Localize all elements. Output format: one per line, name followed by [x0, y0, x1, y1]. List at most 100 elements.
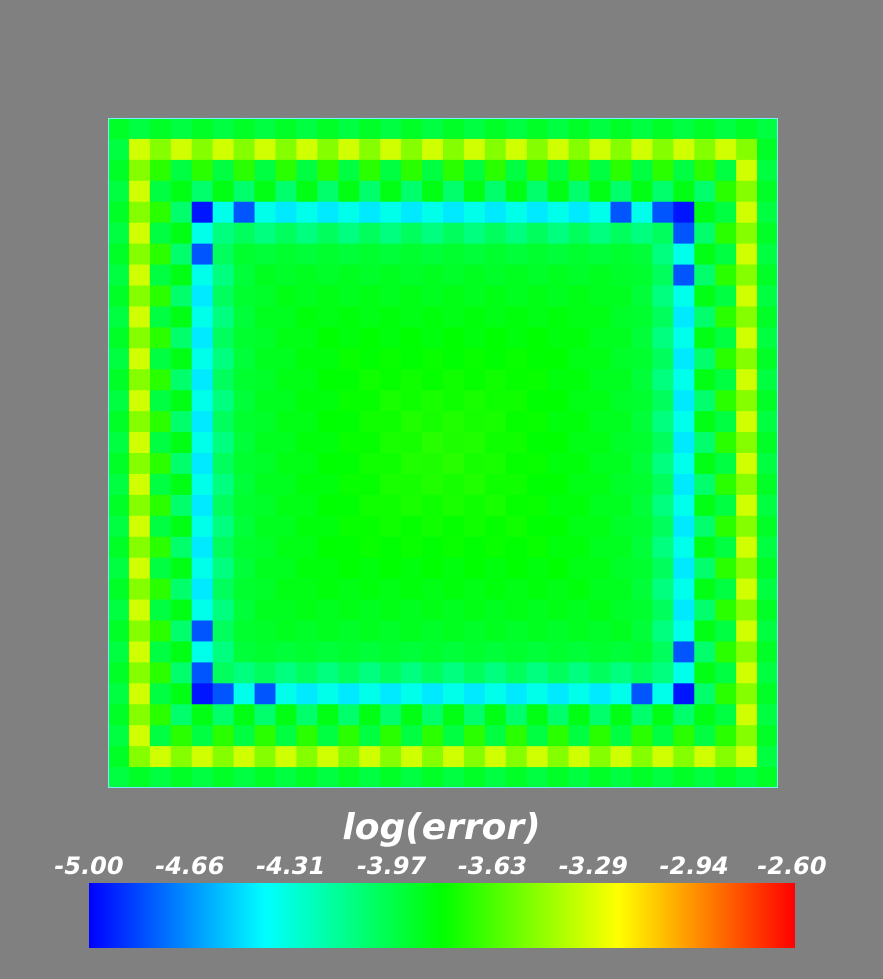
heatmap-cell: [505, 704, 528, 726]
heatmap-cell: [568, 662, 591, 684]
heatmap-cell: [757, 683, 778, 705]
heatmap-cell: [254, 767, 277, 788]
heatmap-cell: [463, 578, 486, 601]
heatmap-cell: [652, 620, 674, 643]
heatmap-cell: [505, 264, 528, 287]
heatmap-cell: [484, 746, 507, 768]
heatmap-cell: [463, 180, 486, 203]
heatmap-cell: [652, 180, 674, 203]
heatmap-cell: [422, 222, 444, 245]
heatmap-cell: [652, 662, 674, 684]
heatmap-cell: [736, 683, 758, 705]
heatmap-cell: [505, 348, 528, 370]
heatmap-cell: [108, 180, 130, 203]
heatmap-cell: [149, 180, 172, 203]
heatmap-cell: [149, 704, 172, 726]
heatmap-cell: [631, 683, 653, 705]
heatmap-cell: [631, 473, 653, 496]
heatmap-cell: [275, 641, 298, 663]
heatmap-cell: [652, 578, 674, 601]
heatmap-cell: [338, 285, 360, 308]
heatmap-cell: [401, 704, 423, 726]
heatmap-cell: [108, 243, 130, 266]
heatmap-cell: [212, 348, 235, 370]
heatmap-cell: [631, 327, 653, 349]
heatmap-cell: [757, 222, 778, 245]
heatmap-cell: [673, 746, 695, 768]
heatmap-cell: [359, 620, 381, 643]
heatmap-cell: [589, 180, 612, 203]
heatmap-cell: [505, 453, 528, 475]
heatmap-cell: [191, 369, 214, 391]
heatmap-cell: [338, 515, 360, 538]
heatmap-cell: [275, 536, 298, 559]
heatmap-cell: [715, 264, 737, 287]
heatmap-cell: [694, 348, 716, 370]
heatmap-cell: [296, 222, 318, 245]
heatmap-cell: [715, 473, 737, 496]
heatmap-cell: [108, 306, 130, 328]
heatmap-cell: [108, 327, 130, 349]
heatmap-cell: [505, 327, 528, 349]
heatmap-cell: [736, 138, 758, 161]
heatmap-cell: [401, 767, 423, 788]
heatmap-cell: [736, 641, 758, 663]
heatmap-cell: [359, 390, 381, 412]
heatmap-cell: [170, 327, 193, 349]
heatmap-cell: [547, 159, 570, 182]
heatmap-cell: [568, 180, 591, 203]
heatmap-cell: [254, 159, 277, 182]
heatmap-cell: [254, 536, 277, 559]
heatmap-cell: [233, 746, 256, 768]
heatmap-cell: [443, 138, 465, 161]
heatmap-cell: [568, 515, 591, 538]
heatmap-cell: [275, 285, 298, 308]
heatmap-cell: [568, 494, 591, 517]
heatmap-cell: [212, 578, 235, 601]
heatmap-cell: [484, 411, 507, 433]
heatmap-cell: [715, 369, 737, 391]
heatmap-cell: [317, 369, 339, 391]
heatmap-cell: [422, 725, 444, 747]
heatmap-cell: [463, 264, 486, 287]
heatmap-cell: [254, 118, 277, 140]
heatmap-cell: [694, 599, 716, 622]
heatmap-cell: [212, 599, 235, 622]
heatmap-cell: [191, 620, 214, 643]
heatmap-cell: [568, 473, 591, 496]
heatmap-cell: [673, 453, 695, 475]
heatmap-cell: [757, 264, 778, 287]
heatmap-cell: [526, 306, 549, 328]
heatmap-cell: [108, 683, 130, 705]
heatmap-cell: [526, 222, 549, 245]
heatmap-cell: [338, 327, 360, 349]
heatmap-cell: [338, 453, 360, 475]
heatmap-cell: [296, 725, 318, 747]
heatmap-cell: [338, 243, 360, 266]
heatmap-cell: [296, 746, 318, 768]
heatmap-cell: [296, 264, 318, 287]
heatmap-cell: [191, 222, 214, 245]
heatmap-cell: [673, 515, 695, 538]
heatmap-cell: [170, 306, 193, 328]
heatmap-cell: [610, 599, 633, 622]
heatmap-cell: [233, 390, 256, 412]
heatmap-cell: [296, 118, 318, 140]
heatmap-cell: [526, 159, 549, 182]
heatmap-cell: [568, 201, 591, 224]
heatmap-cell: [401, 683, 423, 705]
heatmap-cell: [338, 390, 360, 412]
heatmap-cell: [526, 453, 549, 475]
heatmap-cell: [484, 306, 507, 328]
heatmap-cell: [589, 725, 612, 747]
heatmap-cell: [149, 243, 172, 266]
heatmap-cell: [128, 327, 151, 349]
heatmap-cell: [359, 264, 381, 287]
heatmap-cell: [317, 390, 339, 412]
heatmap-cell: [422, 704, 444, 726]
heatmap-cell: [380, 264, 402, 287]
heatmap-cell: [254, 704, 277, 726]
heatmap-cell: [568, 138, 591, 161]
heatmap-cell: [338, 767, 360, 788]
heatmap-cell: [610, 264, 633, 287]
